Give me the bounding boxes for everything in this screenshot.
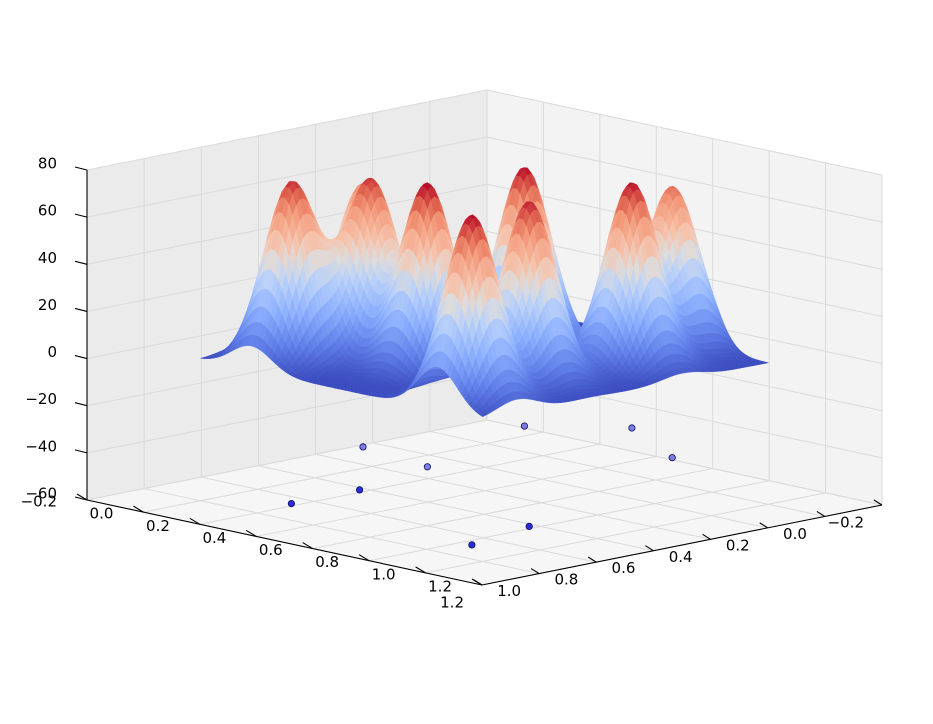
floor-gridline-y	[258, 465, 654, 552]
surface-mesh	[200, 167, 769, 418]
floor-gridline-y	[315, 453, 711, 540]
floor-gridline-x	[425, 492, 826, 574]
scatter-point	[359, 443, 367, 451]
left-pane-gridline-z	[86, 136, 488, 218]
left-pane-gridline-z	[86, 419, 488, 501]
right-pane-gridline-z	[486, 136, 883, 223]
scatter-points-back	[359, 422, 676, 471]
scatter-point	[668, 454, 676, 462]
left-pane-gridline-z	[86, 372, 488, 454]
floor-gridline-y	[144, 488, 540, 575]
scatter-point	[423, 463, 431, 471]
floor-gridline-x	[369, 480, 770, 562]
scatter-point	[520, 422, 529, 430]
floor-gridline-x	[312, 468, 713, 550]
right-pane-gridline-z	[486, 419, 883, 506]
floor-gridline-y	[429, 430, 825, 517]
floor-gridline-y	[372, 442, 768, 529]
pane-floor	[87, 420, 882, 585]
floor-gridline-y	[201, 476, 597, 563]
scatter-point	[628, 424, 636, 432]
floor-gridline-x	[199, 443, 600, 525]
right-pane-gridline-z	[486, 89, 883, 176]
floor-gridline-x	[143, 431, 544, 513]
left-pane-gridline-z	[86, 89, 488, 171]
floor-gridline-x	[256, 455, 657, 537]
